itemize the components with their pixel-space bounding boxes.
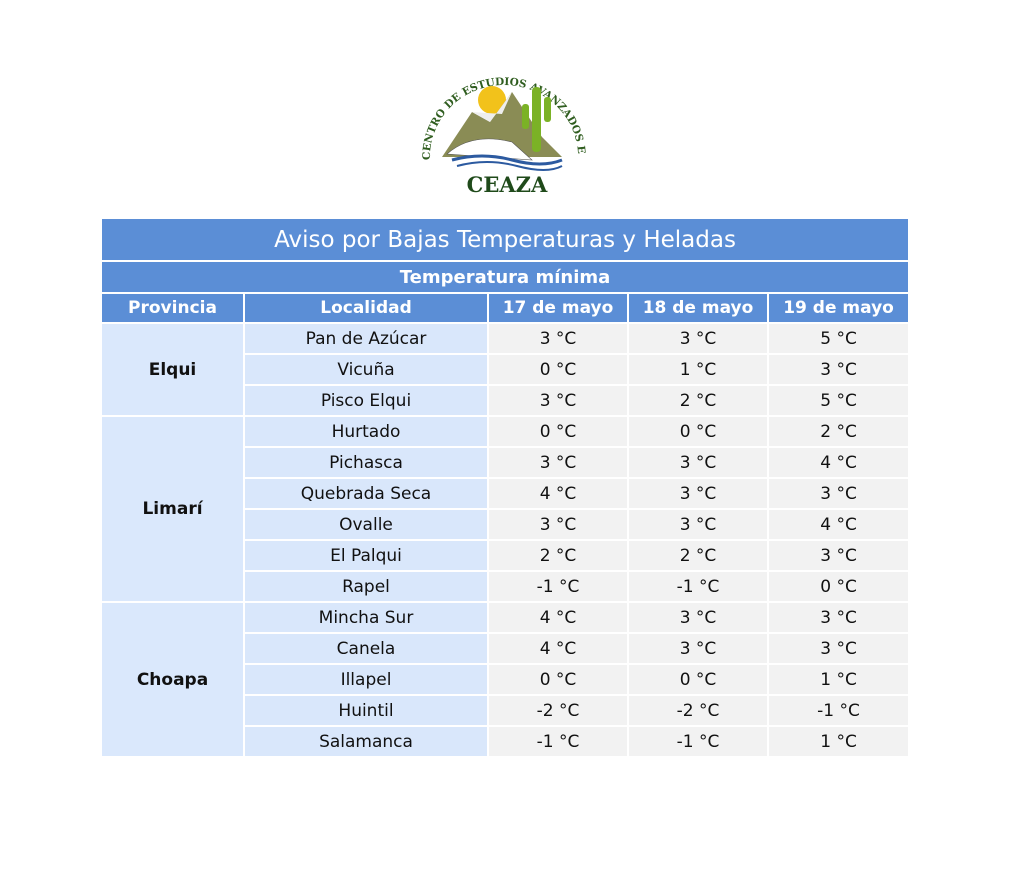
temperature-cell: 1 °C [769,727,909,756]
temperature-cell: 3 °C [489,510,627,539]
temperature-cell: 3 °C [629,448,767,477]
locality-cell: Illapel [245,665,487,694]
data-row: Huintil -2 °C -2 °C -1 °C [102,696,909,725]
locality-cell: Rapel [245,572,487,601]
temperature-cell: -1 °C [489,572,627,601]
temperature-cell: 2 °C [489,541,627,570]
province-cell: Limarí [102,417,243,601]
temperature-cell: 0 °C [489,355,627,384]
temperature-cell: -1 °C [629,572,767,601]
header-row: Provincia Localidad 17 de mayo 18 de mayo 19… [102,294,909,322]
data-row: Quebrada Seca 4 °C 3 °C 3 °C [102,479,909,508]
locality-cell: El Palqui [245,541,487,570]
temperature-cell: -2 °C [489,696,627,725]
locality-cell: Pisco Elqui [245,386,487,415]
column-header: 17 de mayo [489,294,627,322]
locality-cell: Quebrada Seca [245,479,487,508]
temperature-cell: 3 °C [629,324,767,353]
temperature-cell: 2 °C [769,417,909,446]
data-row: Illapel 0 °C 0 °C 1 °C [102,665,909,694]
table-body: Aviso por Bajas Temperaturas y Heladas T… [102,219,909,756]
data-row: Pisco Elqui 3 °C 2 °C 5 °C [102,386,909,415]
locality-cell: Pan de Azúcar [245,324,487,353]
province-cell: Elqui [102,324,243,415]
temperature-cell: -1 °C [489,727,627,756]
data-row: Elqui Pan de Azúcar 3 °C 3 °C 5 °C [102,324,909,415]
column-header: Provincia [102,294,243,322]
column-header: 18 de mayo [629,294,767,322]
temperature-cell: 3 °C [769,355,909,384]
column-header: 19 de mayo [769,294,909,322]
table-subtitle: Temperatura mínima [102,262,909,292]
data-row: Choapa Mincha Sur 4 °C 3 °C 3 °C [102,603,909,756]
temperature-cell: -1 °C [629,727,767,756]
locality-cell: Ovalle [245,510,487,539]
temperature-cell: 3 °C [769,603,909,632]
data-row: Ovalle 3 °C 3 °C 4 °C [102,510,909,539]
locality-cell: Vicuña [245,355,487,384]
province-cell: Choapa [102,603,243,756]
locality-cell: Canela [245,634,487,663]
temperature-cell: 3 °C [629,510,767,539]
temperature-cell: 2 °C [629,541,767,570]
locality-cell: Hurtado [245,417,487,446]
temperature-cell: 4 °C [769,448,909,477]
logo-name: CEAZA [467,172,548,197]
temperature-cell: 5 °C [769,324,909,353]
temperature-cell: 3 °C [629,634,767,663]
temperature-cell: 0 °C [489,665,627,694]
temperature-cell: 3 °C [489,448,627,477]
data-row: Canela 4 °C 3 °C 3 °C [102,634,909,663]
temperature-cell: 4 °C [769,510,909,539]
temperature-cell: 0 °C [769,572,909,601]
temperature-cell: 3 °C [769,541,909,570]
table-title: Aviso por Bajas Temperaturas y Heladas [102,219,909,260]
temperature-cell: 1 °C [769,665,909,694]
data-row: Rapel -1 °C -1 °C 0 °C [102,572,909,601]
temperature-cell: 0 °C [629,665,767,694]
temperature-cell: 3 °C [629,479,767,508]
locality-cell: Pichasca [245,448,487,477]
temperature-cell: -2 °C [629,696,767,725]
temperature-cell: 0 °C [629,417,767,446]
temperature-cell: 5 °C [769,386,909,415]
data-row: El Palqui 2 °C 2 °C 3 °C [102,541,909,570]
temperature-cell: 3 °C [769,634,909,663]
logo: CENTRO DE ESTUDIOS AVANZADOS EN ZONAS ÁR… [412,42,587,197]
temperature-cell: 1 °C [629,355,767,384]
temperature-cell: 4 °C [489,479,627,508]
data-row: Salamanca -1 °C -1 °C 1 °C [102,727,909,756]
temperature-cell: 3 °C [489,324,627,353]
locality-cell: Salamanca [245,727,487,756]
temperature-cell: 3 °C [489,386,627,415]
column-header: Localidad [245,294,487,322]
subtitle-row: Temperatura mínima [102,262,909,292]
locality-cell: Mincha Sur [245,603,487,632]
forecast-table: Aviso por Bajas Temperaturas y Heladas T… [100,217,910,758]
data-row: Vicuña 0 °C 1 °C 3 °C [102,355,909,384]
temperature-cell: 4 °C [489,603,627,632]
data-row: Pichasca 3 °C 3 °C 4 °C [102,448,909,477]
data-row: Limarí Hurtado 0 °C 0 °C 2 °C [102,417,909,601]
temperature-cell: 3 °C [629,603,767,632]
temperature-cell: 0 °C [489,417,627,446]
temperature-cell: 3 °C [769,479,909,508]
temperature-cell: 4 °C [489,634,627,663]
locality-cell: Huintil [245,696,487,725]
temperature-cell: 2 °C [629,386,767,415]
temperature-cell: -1 °C [769,696,909,725]
title-row: Aviso por Bajas Temperaturas y Heladas [102,219,909,260]
